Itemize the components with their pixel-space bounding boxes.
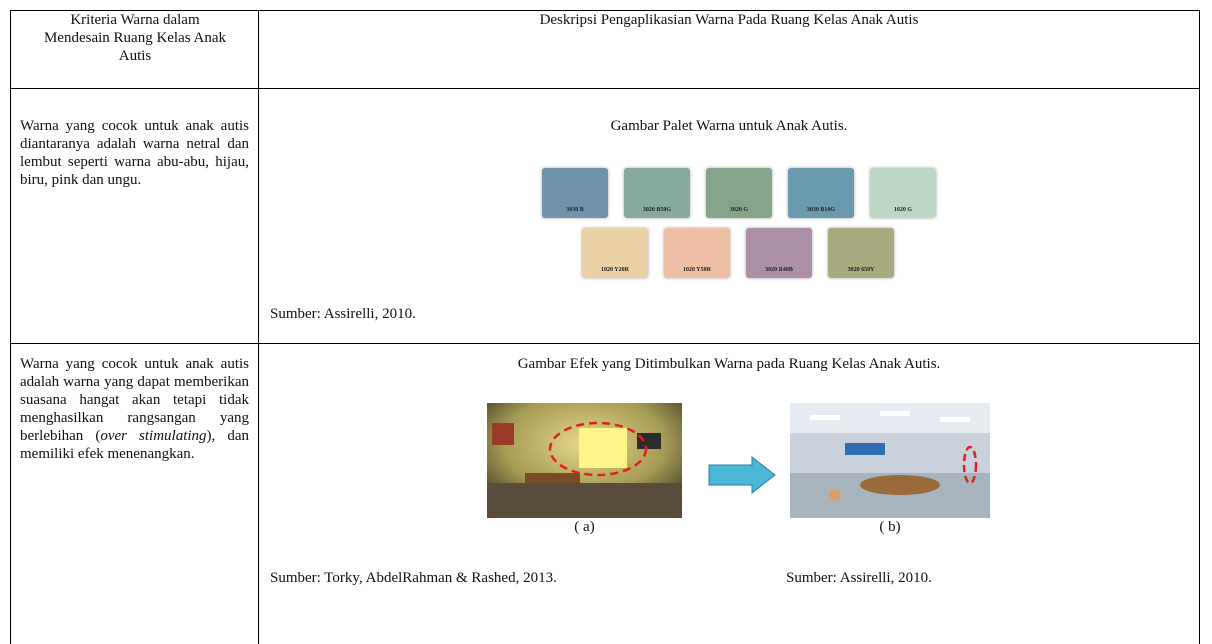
swatch: 1020 Y50R [664, 228, 730, 278]
image-label: ( a) [574, 519, 595, 535]
header-cell: Deskripsi Pengaplikasian Warna Pada Ruan… [539, 12, 919, 28]
caption: Gambar Palet Warna untuk Anak Autis. [610, 118, 848, 134]
criteria: Warna yang cocok untuk anak autis dianta… [20, 118, 249, 188]
swatch-label: 1020 Y20R [601, 267, 629, 273]
border [10, 10, 1200, 11]
swatch-label: 3030 B [566, 207, 584, 213]
source: Sumber: Assirelli, 2010. [270, 306, 416, 322]
swatch: 3020 B50G [624, 168, 690, 218]
arrow [708, 455, 776, 495]
source: Sumber: Torky, AbdelRahman & Rashed, 201… [270, 570, 557, 586]
swatch-label: 3020 650Y [847, 267, 875, 273]
photo [790, 403, 990, 518]
swatch: 3020 G [706, 168, 772, 218]
swatch-label: 3030 B10G [806, 207, 836, 213]
image-label: ( b) [879, 519, 901, 535]
swatch-label: 1020 G [893, 207, 913, 213]
photo [487, 403, 682, 518]
text: ), dan memiliki efek menenangkan. [20, 428, 249, 462]
swatch-label: 3020 G [729, 207, 749, 213]
swatch: 1020 Y20R [582, 228, 648, 278]
criteria: Warna yang cocok untuk anak autis adalah… [20, 355, 249, 463]
swatch: 3020 650Y [828, 228, 894, 278]
border [10, 88, 1200, 89]
swatch: 3030 B10G [788, 168, 854, 218]
text: over stimulating [100, 428, 207, 444]
border [10, 10, 11, 644]
border [1199, 10, 1200, 644]
source: Sumber: Assirelli, 2010. [786, 570, 932, 586]
border [258, 10, 259, 644]
caption: Gambar Efek yang Ditimbulkan Warna pada … [517, 356, 941, 372]
swatch-label: 3020 R40B [765, 267, 793, 273]
border [10, 343, 1200, 344]
text: Warna yang cocok untuk anak autis adalah… [20, 356, 249, 444]
header-cell: Kriteria Warna dalam Mendesain Ruang Kel… [43, 12, 227, 64]
swatch-label: 3020 B50G [642, 207, 672, 213]
swatch: 1020 G [870, 168, 936, 218]
swatch-label: 1020 Y50R [683, 267, 711, 273]
swatch: 3030 B [542, 168, 608, 218]
swatch: 3020 R40B [746, 228, 812, 278]
